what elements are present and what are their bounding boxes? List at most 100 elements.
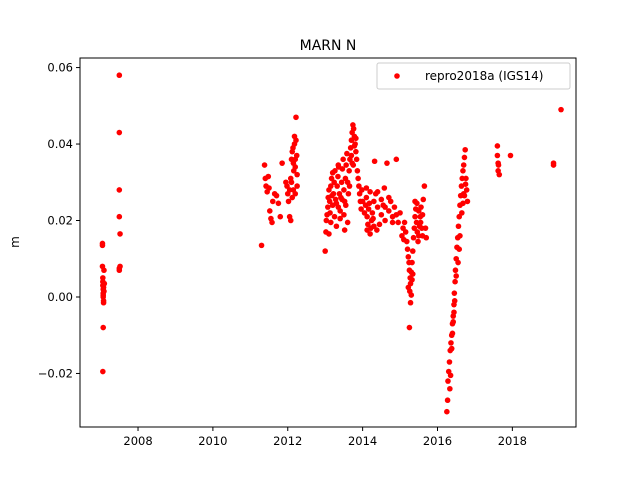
data-point	[346, 168, 352, 174]
data-point	[293, 114, 299, 121]
data-point	[341, 227, 348, 233]
data-point	[389, 219, 396, 226]
data-point	[348, 152, 355, 159]
data-point	[415, 208, 422, 214]
data-point	[353, 148, 359, 155]
data-point	[330, 190, 337, 197]
data-point	[459, 210, 465, 216]
data-point	[395, 219, 401, 226]
x-tick-label: 2018	[498, 434, 527, 448]
data-point	[326, 231, 332, 237]
data-point	[463, 175, 469, 182]
data-point	[277, 213, 284, 220]
data-point	[338, 179, 345, 186]
data-point	[351, 143, 358, 149]
data-point	[116, 213, 123, 220]
data-points	[99, 72, 564, 415]
data-point	[294, 171, 300, 178]
x-tick-label: 2012	[273, 434, 302, 448]
data-point	[355, 175, 361, 182]
data-point	[374, 227, 380, 233]
x-tick-label: 2010	[198, 434, 227, 448]
data-point	[382, 204, 388, 210]
data-point	[495, 162, 502, 168]
data-point	[444, 397, 451, 404]
plot-area-frame	[79, 57, 577, 428]
data-point	[421, 183, 428, 189]
data-point	[350, 125, 357, 132]
data-point	[285, 198, 292, 205]
data-point	[288, 179, 295, 186]
y-tick-label: 0.04	[47, 137, 73, 151]
data-point	[455, 259, 461, 266]
data-point	[344, 150, 350, 157]
data-point	[410, 234, 417, 241]
data-point	[417, 219, 424, 226]
data-point	[409, 248, 416, 254]
data-point	[293, 137, 299, 144]
data-point	[353, 135, 359, 142]
data-point	[292, 164, 299, 170]
data-point	[359, 187, 365, 193]
data-point	[327, 210, 333, 216]
data-point	[405, 254, 412, 260]
data-point	[451, 309, 457, 316]
data-point	[558, 106, 564, 113]
data-point	[265, 173, 272, 180]
data-point	[452, 278, 458, 285]
data-point	[117, 263, 123, 270]
data-point	[464, 198, 471, 205]
chart-title: MARN N	[300, 38, 357, 54]
data-point	[494, 143, 501, 149]
data-point	[496, 171, 503, 178]
data-point	[382, 217, 388, 224]
data-point	[423, 234, 430, 241]
data-point	[452, 267, 459, 274]
data-point	[455, 223, 462, 230]
data-point	[404, 246, 411, 252]
data-point	[445, 378, 451, 384]
data-point	[444, 408, 450, 415]
data-point	[364, 227, 370, 233]
data-point	[446, 359, 453, 365]
data-point	[349, 160, 355, 166]
data-point	[343, 162, 349, 168]
data-point	[406, 324, 413, 331]
data-point	[261, 162, 268, 168]
data-point	[99, 242, 106, 249]
data-point	[371, 158, 378, 165]
data-point	[450, 319, 457, 325]
data-point	[451, 298, 458, 304]
y-tick-label: −0.02	[38, 366, 73, 380]
data-point	[340, 156, 346, 163]
data-point	[341, 211, 347, 218]
data-point	[413, 219, 420, 226]
data-point	[346, 183, 353, 189]
data-point	[404, 238, 410, 245]
data-point	[364, 213, 370, 220]
data-point	[356, 183, 362, 189]
data-point	[345, 190, 352, 197]
legend: repro2018a (IGS14)	[376, 62, 571, 90]
data-point	[100, 292, 107, 298]
data-point	[401, 219, 408, 226]
data-point	[117, 231, 123, 237]
data-point	[334, 183, 340, 189]
data-point	[447, 372, 454, 379]
data-point	[412, 213, 418, 220]
data-point	[393, 211, 400, 218]
data-point	[460, 200, 466, 207]
data-point	[419, 211, 426, 218]
data-point	[371, 198, 377, 205]
x-tick-label: 2016	[423, 434, 452, 448]
data-point	[494, 152, 501, 159]
data-point	[462, 146, 469, 153]
data-point	[331, 179, 337, 186]
data-point	[422, 225, 429, 231]
y-axis-ticks: −0.02 0.00 0.02 0.04 0.06	[38, 61, 80, 380]
y-tick-label: 0.06	[47, 61, 73, 75]
data-point	[460, 168, 466, 174]
legend-box	[376, 62, 571, 90]
data-point	[341, 187, 347, 193]
